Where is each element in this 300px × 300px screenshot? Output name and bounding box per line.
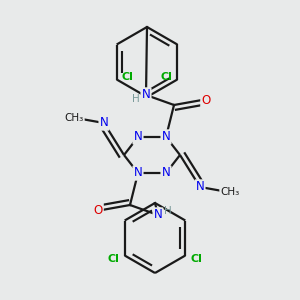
Text: N: N bbox=[162, 167, 170, 179]
Text: N: N bbox=[134, 130, 142, 143]
Text: H: H bbox=[132, 94, 140, 104]
Text: N: N bbox=[196, 181, 204, 194]
Text: CH₃: CH₃ bbox=[64, 113, 84, 123]
Text: O: O bbox=[201, 94, 211, 106]
Text: CH₃: CH₃ bbox=[220, 187, 240, 197]
Text: O: O bbox=[93, 203, 103, 217]
Text: N: N bbox=[154, 208, 162, 221]
Text: H: H bbox=[164, 206, 172, 216]
Text: Cl: Cl bbox=[160, 71, 172, 82]
Text: Cl: Cl bbox=[108, 254, 120, 263]
Text: N: N bbox=[142, 88, 150, 101]
Text: Cl: Cl bbox=[122, 71, 134, 82]
Text: N: N bbox=[100, 116, 108, 130]
Text: N: N bbox=[162, 130, 170, 143]
Text: Cl: Cl bbox=[190, 254, 202, 263]
Text: N: N bbox=[134, 167, 142, 179]
